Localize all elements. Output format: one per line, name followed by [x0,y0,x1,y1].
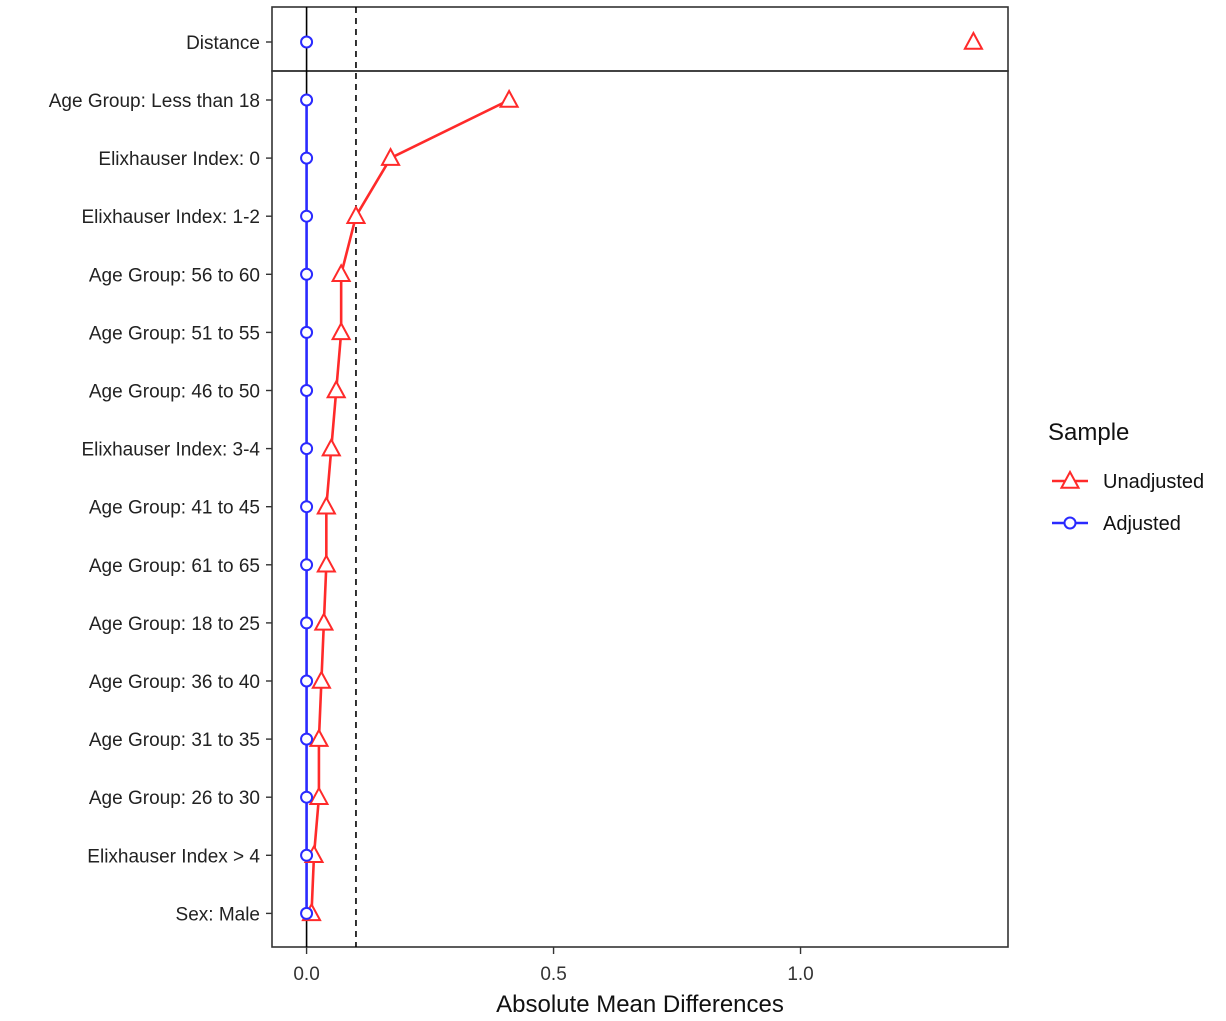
distance-adjusted-point [300,35,314,49]
y-tick-label: Age Group: 41 to 45 [89,498,260,519]
x-tick-label: 0.0 [293,964,319,985]
unadjusted-point [311,669,332,689]
unadjusted-line [310,98,510,914]
y-tick-label: Elixhauser Index: 1-2 [82,207,261,228]
adjusted-point [300,151,314,165]
adjusted-point [300,616,314,630]
y-tick-label: Age Group: 46 to 50 [89,382,260,403]
x-axis-title: Absolute Mean Differences [496,991,784,1018]
adjusted-point [300,732,314,746]
y-tick-label: Sex: Male [176,904,260,925]
y-tick-label: Distance [186,33,260,54]
adjusted-point [300,906,314,920]
y-tick-label: Elixhauser Index > 4 [87,846,260,867]
x-tick-label: 1.0 [787,964,813,985]
unadjusted-point [313,611,335,631]
covariate-panel-border [271,70,1009,948]
legend-label: Adjusted [1103,513,1181,535]
adjusted-point [300,674,314,688]
x-axis: 0.0 0.5 1.0 [293,947,814,985]
y-tick-label: Age Group: 36 to 40 [89,672,260,693]
unadjusted-point [330,263,352,283]
adjusted-point [300,209,314,223]
unadjusted-point [330,321,352,341]
y-tick-label: Age Group: 26 to 30 [89,788,260,809]
plot-area [271,6,1009,948]
adjusted-point [300,790,314,804]
legend-circle-marker [1063,516,1077,530]
unadjusted-point [498,88,520,108]
unadjusted-point [308,786,330,805]
legend: Sample Unadjusted Adjusted [1048,419,1204,535]
adjusted-point [300,558,314,572]
adjusted-point [300,93,314,107]
adjusted-point [300,267,314,281]
adjusted-point [300,384,314,397]
unadjusted-point [325,379,347,399]
unadjusted-point [321,437,342,457]
adjusted-point [300,442,314,456]
distance-unadjusted-point [963,30,984,50]
x-tick-label: 0.5 [540,964,566,985]
legend-label: Unadjusted [1103,471,1204,493]
y-axis-labels: Distance Age Group: Less than 18 Elixhause… [49,33,272,925]
adjusted-point [300,848,314,862]
legend-triangle-marker [1059,469,1081,489]
chart-marks [300,30,984,922]
legend-title: Sample [1048,419,1129,446]
y-tick-label: Age Group: 56 to 60 [89,265,260,286]
y-tick-label: Elixhauser Index: 3-4 [82,440,261,461]
y-tick-label: Age Group: Less than 18 [49,91,260,112]
unadjusted-point [308,728,330,747]
unadjusted-point [380,147,401,166]
adjusted-point [300,500,314,514]
unadjusted-point [316,495,337,515]
adjusted-point [300,325,314,339]
y-tick-label: Elixhauser Index: 0 [98,149,260,170]
unadjusted-point [345,205,367,224]
unadjusted-point [316,553,337,573]
y-tick-label: Age Group: 31 to 35 [89,730,260,751]
y-tick-label: Age Group: 18 to 25 [89,614,260,635]
y-tick-label: Age Group: 51 to 55 [89,323,260,344]
distance-panel-border [271,6,1009,72]
y-tick-label: Age Group: 61 to 65 [89,556,260,577]
